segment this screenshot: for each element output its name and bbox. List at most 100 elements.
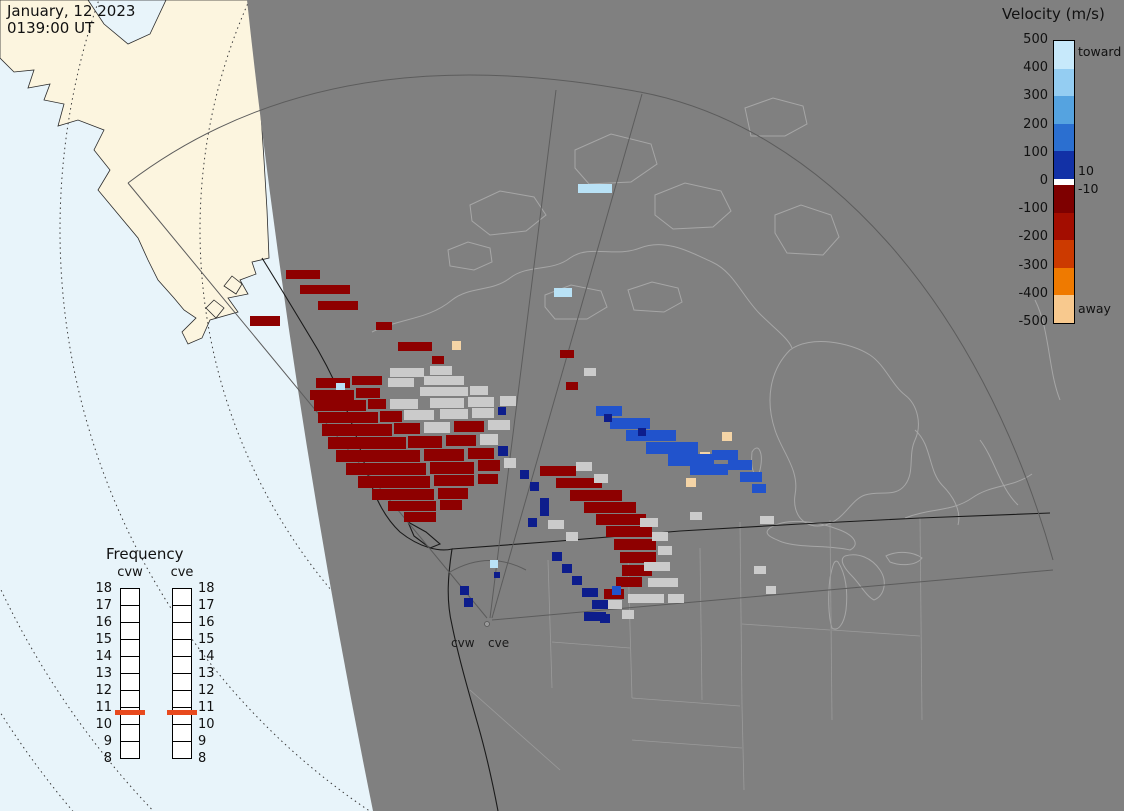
frequency-tick-label: 17 <box>198 598 215 613</box>
velocity-data-cell <box>300 285 350 294</box>
frequency-column-label: cve <box>170 565 194 580</box>
velocity-data-cell <box>470 386 488 395</box>
velocity-data-cell <box>336 383 345 391</box>
velocity-data-cell <box>380 411 402 422</box>
velocity-data-cell <box>372 489 434 500</box>
velocity-data-cell <box>606 526 652 537</box>
velocity-data-cell <box>478 474 498 484</box>
velocity-data-cell <box>468 448 494 459</box>
velocity-data-cell <box>478 460 500 471</box>
velocity-data-cell <box>638 428 646 436</box>
velocity-colorbar-segment <box>1054 123 1074 152</box>
velocity-data-cell <box>404 512 436 522</box>
velocity-data-cell <box>388 378 414 387</box>
velocity-data-cell <box>434 475 474 486</box>
velocity-data-cell <box>594 474 608 483</box>
frequency-tick-label: 17 <box>95 598 112 613</box>
velocity-data-cell <box>562 564 572 573</box>
velocity-data-cell <box>438 488 468 499</box>
frequency-scale-cell <box>172 741 192 759</box>
frequency-scale-cell <box>120 741 140 759</box>
active-frequency-marker <box>167 710 197 715</box>
velocity-tick-label: -200 <box>1018 229 1048 245</box>
velocity-data-cell <box>504 458 516 468</box>
frequency-scale-cell <box>172 673 192 691</box>
velocity-data-cell <box>648 578 678 587</box>
velocity-data-cell <box>440 409 468 419</box>
date-text: January, 12 2023 <box>7 2 136 20</box>
frequency-tick-label: 13 <box>95 666 112 681</box>
velocity-data-cell <box>310 390 354 400</box>
velocity-data-cell <box>498 407 506 415</box>
land-alaska <box>0 0 270 345</box>
velocity-colorbar <box>1053 40 1075 324</box>
frequency-tick-label: 18 <box>198 581 215 596</box>
frequency-tick-label: 9 <box>103 734 112 749</box>
frequency-tick-label: 10 <box>95 717 112 732</box>
velocity-data-cell <box>318 412 378 423</box>
frequency-scale-cell <box>120 605 140 623</box>
frequency-scale-cell <box>172 639 192 657</box>
pacific-coastline <box>261 257 499 811</box>
velocity-tick-label: -400 <box>1018 285 1048 301</box>
velocity-colorbar-segment <box>1054 295 1074 323</box>
velocity-data-cell <box>570 490 622 501</box>
velocity-data-cell <box>432 356 444 364</box>
velocity-data-cell <box>480 434 498 445</box>
frequency-legend-title: Frequency <box>106 545 184 563</box>
velocity-data-cell <box>690 512 702 520</box>
away-label: away <box>1078 301 1111 316</box>
frequency-tick-label: 15 <box>95 632 112 647</box>
velocity-tick-label: -500 <box>1018 314 1048 329</box>
velocity-legend-title: Velocity (m/s) <box>1002 5 1105 23</box>
velocity-colorbar-segment <box>1054 68 1074 97</box>
velocity-data-cell <box>572 576 582 585</box>
velocity-data-cell <box>728 460 752 470</box>
velocity-data-cell <box>328 437 406 449</box>
atlantic-coastlines <box>904 299 1061 526</box>
frequency-tick-label: 9 <box>198 734 207 749</box>
velocity-colorbar-segment <box>1054 41 1074 69</box>
velocity-data-cell <box>622 610 634 619</box>
velocity-data-cell <box>500 396 516 406</box>
velocity-data-cell <box>468 397 494 407</box>
frequency-scale-cell <box>120 690 140 708</box>
velocity-data-cell <box>566 382 578 390</box>
velocity-data-cell <box>368 399 386 409</box>
velocity-data-cell <box>424 422 450 433</box>
velocity-colorbar-segment <box>1054 178 1074 185</box>
frequency-tick-label: 11 <box>95 700 112 715</box>
velocity-data-cell <box>424 449 464 461</box>
velocity-data-cell <box>596 514 646 525</box>
velocity-tick-label: -100 <box>1018 201 1048 217</box>
velocity-data-cell <box>658 546 672 555</box>
velocity-data-cell <box>760 516 774 524</box>
velocity-colorbar-segment <box>1054 212 1074 241</box>
velocity-data-cell <box>424 376 464 385</box>
velocity-data-cell <box>612 586 621 595</box>
velocity-data-cell <box>498 446 508 456</box>
velocity-data-cell <box>430 462 474 474</box>
frequency-scale-cell <box>172 724 192 742</box>
velocity-data-cell <box>460 586 469 595</box>
velocity-data-cell <box>628 594 664 603</box>
velocity-colorbar-segment <box>1054 184 1074 213</box>
velocity-data-cell <box>356 388 380 398</box>
velocity-tick-label: 200 <box>1023 116 1048 132</box>
velocity-data-cell <box>754 566 766 574</box>
radar-site-label: cvw <box>451 636 475 650</box>
velocity-data-cell <box>430 366 452 375</box>
velocity-data-cell <box>712 450 738 460</box>
velocity-data-cell <box>616 577 642 587</box>
frequency-tick-label: 16 <box>95 615 112 630</box>
velocity-data-cell <box>576 462 592 471</box>
velocity-data-cell <box>610 418 650 429</box>
velocity-data-cell <box>404 410 434 420</box>
frequency-tick-label: 18 <box>95 581 112 596</box>
velocity-data-cell <box>358 476 430 488</box>
velocity-tick-label: 0 <box>1039 173 1048 188</box>
frequency-scale-cell <box>172 588 192 606</box>
velocity-data-cell <box>640 518 658 527</box>
frequency-tick-label: 13 <box>198 666 215 681</box>
